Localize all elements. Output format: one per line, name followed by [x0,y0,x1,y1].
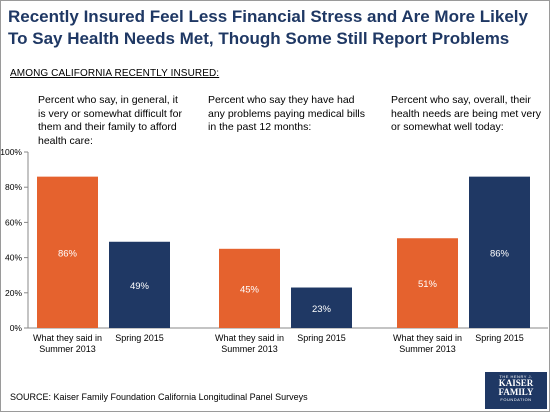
bar-panel-2-spring-2015 [291,287,352,328]
chart-title: Recently Insured Feel Less Financial Str… [8,7,528,48]
category-label: Spring 2015 [475,333,524,343]
panel-description-health-needs: Percent who say, overall, their health n… [391,94,542,133]
category-label: What they said in Summer 2013 [33,333,102,354]
bar-panel-3-spring-2015 [469,176,530,328]
category-label: Spring 2015 [297,333,346,343]
y-tick-label: 80% [5,182,22,192]
y-tick-label: 20% [5,288,22,298]
y-tick-label: 0% [10,323,23,333]
bar-data-label: 86% [58,248,78,259]
source-note: SOURCE: Kaiser Family Foundation Califor… [10,392,308,402]
y-tick-label: 100% [0,147,22,157]
chart-subtitle: AMONG CALIFORNIA RECENTLY INSURED: [10,68,220,79]
panel-description-medical-bills: Percent who say they have had any proble… [208,94,365,133]
bar-panel-1-summer-2013 [37,176,98,328]
kff-logo: THE HENRY J. KAISER FAMILY FOUNDATION [485,372,547,409]
logo-line-4: FOUNDATION [500,397,532,402]
bar-data-label: 86% [490,248,510,259]
bar-data-label: 51% [418,279,438,290]
logo-line-3: FAMILY [498,387,534,397]
category-label: Spring 2015 [115,333,164,343]
bar-data-label: 45% [240,284,260,295]
bar-data-label: 49% [130,281,150,292]
bar-panel-1-spring-2015 [109,241,170,328]
panel-description-afford-care: Percent who say, in general, it is very … [38,94,182,147]
bar-panel-3-summer-2013 [397,238,458,328]
logo-line-2: KAISER [498,378,534,388]
logo-line-1: THE HENRY J. [499,374,533,379]
category-label: What they said in Summer 2013 [215,333,284,354]
category-label: What they said in Summer 2013 [393,333,462,354]
y-tick-label: 40% [5,253,22,263]
y-tick-label: 60% [5,217,22,227]
bar-panel-2-summer-2013 [219,248,280,328]
bar-data-label: 23% [312,304,332,315]
